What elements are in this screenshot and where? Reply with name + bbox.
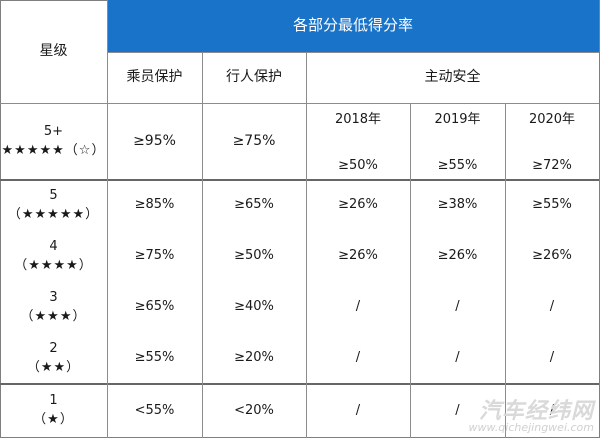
level-stars: （★★） <box>26 359 81 375</box>
grid-line <box>0 103 599 104</box>
row-4-2020: ≥26% <box>532 248 572 264</box>
row-1-2020: / <box>549 402 555 418</box>
cell-value: ≥95% <box>133 133 176 150</box>
row-5plus-level: 5+ ★★★★★（☆） <box>0 103 107 180</box>
grid-line <box>0 179 599 181</box>
row-2-level: 2 （★★） <box>0 333 107 384</box>
row-3-2019: / <box>455 299 460 315</box>
year-2019-label: 2019年 <box>434 112 481 127</box>
row-5plus-occupant: ≥95% <box>107 103 202 180</box>
watermark: 汽车经纬网 www.qichejingwei.com <box>469 393 595 434</box>
level-number: 5+ <box>43 123 64 139</box>
row-2-pedestrian: ≥20% <box>234 350 274 366</box>
level-number: 4 <box>49 238 58 254</box>
header-pedestrian: 行人保护 <box>202 52 306 103</box>
row-1-pedestrian: <20% <box>234 402 274 418</box>
grid-line <box>107 52 599 53</box>
row-4-pedestrian: ≥50% <box>234 248 274 264</box>
header-lowest-score: 各部分最低得分率 <box>107 0 599 52</box>
row-1-occupant: <55% <box>134 402 175 418</box>
header-occupant: 乘员保护 <box>107 52 202 103</box>
row-4-2019: ≥26% <box>437 248 478 264</box>
watermark-url: www.qichejingwei.com <box>468 421 595 434</box>
grid-line <box>505 103 506 438</box>
grid-line <box>0 383 599 385</box>
header-active-safety-text: 主动安全 <box>424 69 481 86</box>
header-occupant-text: 乘员保护 <box>126 69 183 86</box>
row-4-occupant: ≥75% <box>134 248 175 264</box>
row-5-2019: ≥38% <box>437 197 478 213</box>
row-3-level: 3 （★★★） <box>0 282 107 333</box>
row-5plus-pedestrian: ≥75% <box>202 103 306 180</box>
row-5-pedestrian: ≥65% <box>234 197 274 213</box>
row-3-2018: / <box>355 299 361 315</box>
row-5plus-2018: ≥50% <box>338 158 378 173</box>
row-3-pedestrian: ≥40% <box>234 299 274 315</box>
row-3-2020: / <box>549 299 555 315</box>
level-number: 3 <box>49 289 58 305</box>
row-1-2018: / <box>355 402 361 418</box>
row-5-level: 5 （★★★★★） <box>0 180 107 231</box>
row-4-2018: ≥26% <box>338 248 378 264</box>
grid-line <box>306 52 307 438</box>
row-2-2020: / <box>549 350 555 366</box>
row-4-level: 4 （★★★★） <box>0 231 107 282</box>
header-active-safety: 主动安全 <box>306 52 599 103</box>
cell-value: ≥75% <box>232 133 276 150</box>
level-number: 5 <box>49 187 58 203</box>
row-2-2018: / <box>355 350 361 366</box>
watermark-text: 汽车经纬网 <box>478 399 594 424</box>
row-5-2018: ≥26% <box>338 197 378 213</box>
header-pedestrian-text: 行人保护 <box>226 69 282 86</box>
level-stars: ★★★★★（☆） <box>1 142 106 158</box>
row-2-occupant: ≥55% <box>134 350 175 366</box>
row-5-2020: ≥55% <box>532 197 572 213</box>
header-star-level: 星级 <box>0 0 107 103</box>
level-stars: （★） <box>33 412 74 427</box>
row-1-level: 1 （★） <box>0 384 107 438</box>
header-star-level-text: 星级 <box>39 43 68 60</box>
row-3-occupant: ≥65% <box>134 299 175 315</box>
level-stars: （★★★） <box>20 308 87 324</box>
level-stars: （★★★★） <box>14 257 93 273</box>
grid-line <box>202 52 203 438</box>
level-number: 2 <box>49 340 58 356</box>
level-stars: （★★★★★） <box>7 206 100 222</box>
row-5-occupant: ≥85% <box>134 197 175 213</box>
header-lowest-score-text: 各部分最低得分率 <box>292 16 413 35</box>
year-2018-label: 2018年 <box>334 112 382 127</box>
year-2020-label: 2020年 <box>528 112 576 127</box>
level-number: 1 <box>49 393 58 409</box>
row-5plus-2019: ≥55% <box>437 158 478 173</box>
grid-line <box>107 0 108 438</box>
row-5plus-2020: ≥72% <box>532 158 572 173</box>
row-2-2019: / <box>455 350 460 366</box>
row-1-2019: / <box>455 402 460 418</box>
grid-line <box>410 103 411 438</box>
